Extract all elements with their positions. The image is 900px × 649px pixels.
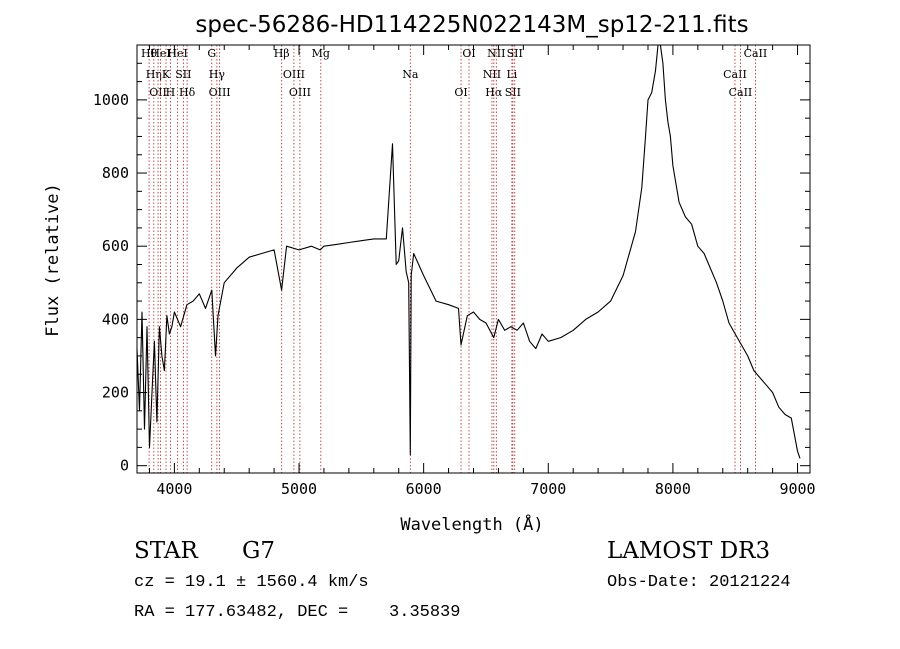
- line-marker-label: NII: [483, 68, 501, 81]
- line-marker-label: SII: [175, 68, 191, 81]
- line-marker-label: CaII: [729, 86, 753, 99]
- survey-name: LAMOST DR3: [607, 538, 771, 564]
- x-tick-label: 8000: [655, 480, 691, 498]
- x-tick-label: 9000: [779, 480, 815, 498]
- line-marker-label: NII: [487, 47, 505, 60]
- y-tick-label: 0: [120, 457, 129, 475]
- line-marker-label: Na: [402, 68, 419, 81]
- x-tick-label: 6000: [406, 480, 442, 498]
- line-marker-label: SII: [505, 86, 521, 99]
- object-subclass: G7: [242, 538, 276, 564]
- line-marker-label: SII: [507, 47, 523, 60]
- line-marker-label: Hη: [146, 68, 162, 81]
- x-tick-label: 7000: [530, 480, 566, 498]
- line-marker-label: OI: [454, 86, 467, 99]
- x-tick-label: 5000: [281, 480, 317, 498]
- x-tick-label: 4000: [156, 480, 192, 498]
- chart-title: spec-56286-HD114225N022143M_sp12-211.fit…: [195, 12, 748, 38]
- line-marker-label: OI: [462, 47, 475, 60]
- line-marker-label: Hα: [485, 86, 503, 99]
- redshift-readout: cz = 19.1 ± 1560.4 km/s: [134, 573, 369, 592]
- object-class: STAR: [134, 538, 198, 564]
- line-marker-label: Hθ: [141, 47, 158, 60]
- line-marker-label: OIII: [283, 68, 305, 81]
- x-axis-label: Wavelength (Å): [400, 513, 543, 535]
- y-tick-label: 600: [102, 237, 129, 255]
- y-tick-label: 800: [102, 164, 129, 182]
- line-marker-label: OIII: [209, 86, 231, 99]
- line-marker-label: Hδ: [179, 86, 196, 99]
- line-marker-label: HeI: [167, 47, 187, 60]
- y-tick-label: 1000: [93, 91, 129, 109]
- line-marker-label: Hγ: [209, 68, 226, 81]
- line-marker-label: CaII: [744, 47, 768, 60]
- line-marker-label: K: [162, 68, 171, 81]
- observation-date: Obs-Date: 20121224: [607, 573, 791, 592]
- line-marker-label: Mg: [312, 47, 330, 60]
- plot-frame: [136, 44, 811, 474]
- y-axis-label: Flux (relative): [43, 183, 63, 337]
- spectrum-line: [136, 44, 801, 459]
- line-marker-label: G: [207, 47, 216, 60]
- line-marker-label: OIII: [289, 86, 311, 99]
- spectrum-chart: spec-56286-HD114225N022143M_sp12-211.fit…: [43, 12, 816, 535]
- line-marker-label: OII: [149, 86, 167, 99]
- line-marker-label: H: [166, 86, 176, 99]
- line-marker-label: Hβ: [274, 47, 290, 60]
- line-marker-label: Li: [506, 68, 517, 81]
- y-tick-label: 400: [102, 310, 129, 328]
- coordinates-readout: RA = 177.63482, DEC = 3.35839: [134, 603, 461, 622]
- y-tick-label: 200: [102, 384, 129, 402]
- line-marker-label: CaII: [723, 68, 747, 81]
